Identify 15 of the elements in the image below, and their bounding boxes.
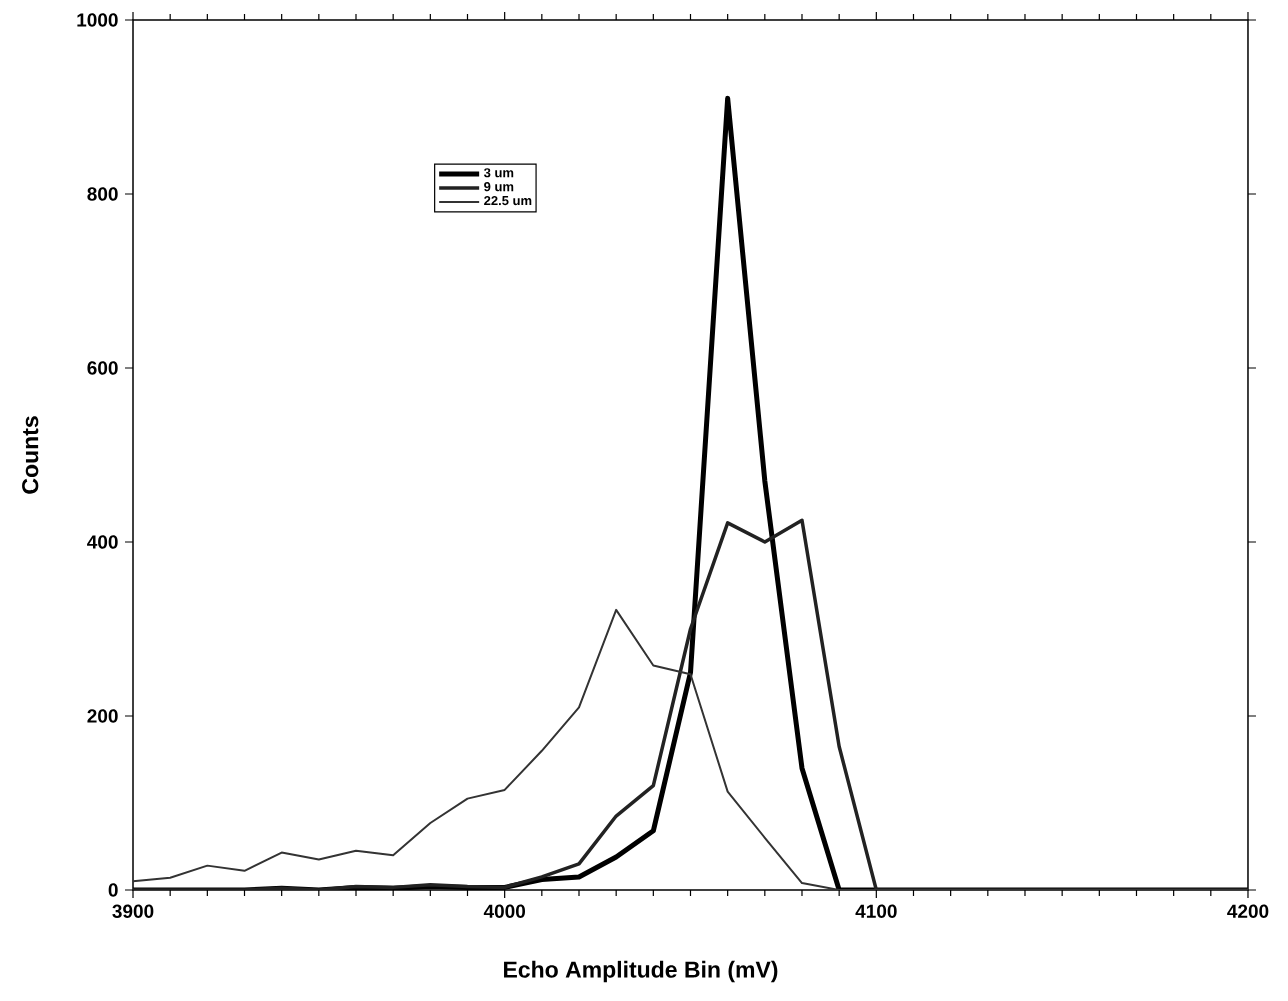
x-tick-label: 4100 — [855, 904, 897, 918]
legend-label: 3 um — [483, 168, 514, 178]
y-tick-label: 1000 — [77, 13, 118, 27]
y-tick-label: 400 — [87, 535, 118, 549]
y-axis-title: Counts — [22, 416, 39, 494]
x-tick-label: 4200 — [1227, 904, 1269, 918]
y-tick-label: 200 — [87, 709, 118, 723]
x-axis-title: Echo Amplitude Bin (mV) — [504, 960, 778, 983]
x-tick-label: 4000 — [483, 904, 526, 918]
y-tick-label: 600 — [87, 361, 118, 375]
y-tick-label: 0 — [108, 883, 118, 897]
legend-label: 22.5 um — [484, 195, 532, 206]
legend-label: 9 um — [484, 182, 514, 192]
y-tick-label: 800 — [87, 187, 118, 201]
x-tick-label: 3900 — [112, 904, 154, 918]
